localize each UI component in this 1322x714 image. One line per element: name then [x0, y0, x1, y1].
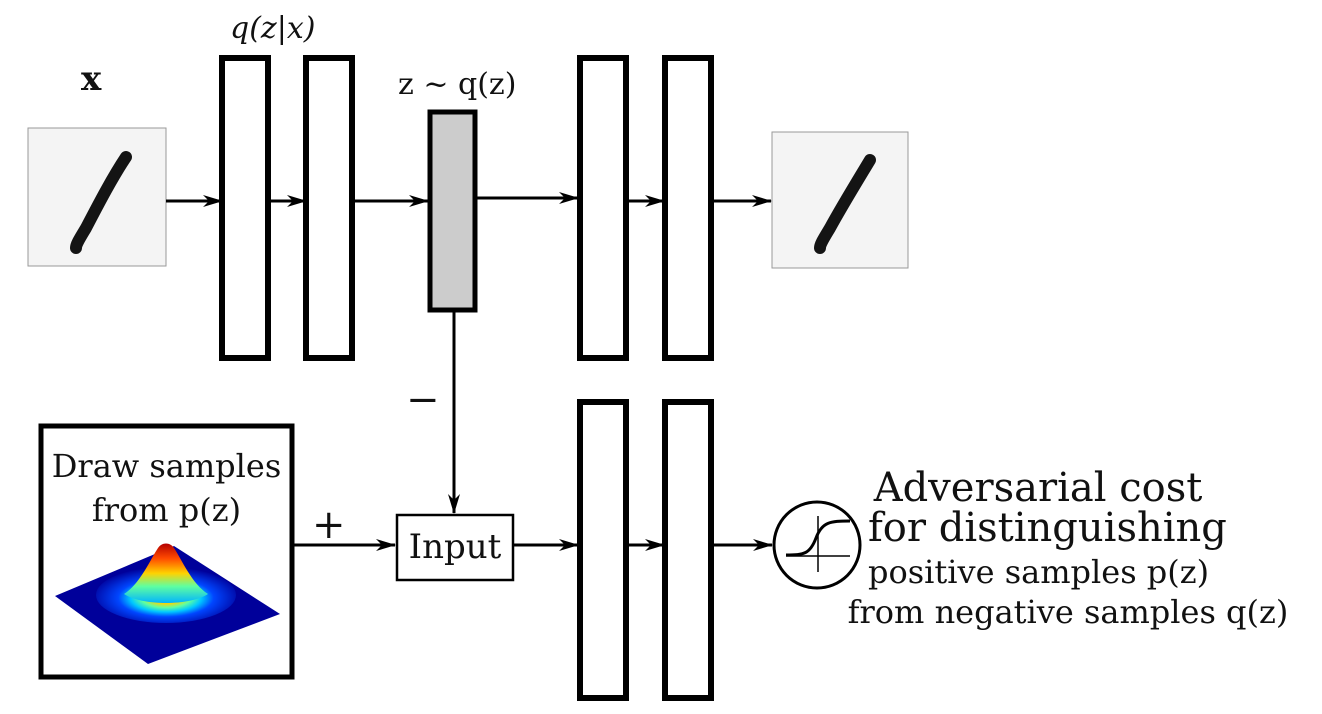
discriminator-layer-1	[577, 399, 629, 701]
decoder-layer-2	[662, 55, 714, 361]
adversarial-cost-line-4: from negative samples q(z)	[847, 593, 1289, 631]
positive-sign: +	[312, 502, 346, 548]
adversarial-cost-line-2: for distinguishing	[868, 505, 1227, 551]
sigmoid-icon	[772, 500, 862, 590]
input-box	[395, 513, 515, 582]
x-input-label: x	[81, 59, 102, 99]
gaussian-surface-icon	[55, 543, 280, 664]
adversarial-cost-line-1: Adversarial cost	[873, 465, 1203, 511]
discriminator-layer-2	[662, 399, 714, 701]
input-image	[27, 127, 167, 267]
prior-box-line-2: from p(z)	[91, 491, 242, 529]
encoder-layer-2	[303, 55, 355, 361]
negative-sign: −	[406, 377, 440, 423]
latent-z-layer	[427, 109, 478, 313]
decoder-layer-1	[577, 55, 629, 361]
prior-box-line-1: Draw samples	[51, 447, 282, 485]
sampled-z-label: z ~ q(z)	[398, 67, 517, 102]
output-image	[771, 131, 909, 269]
adversarial-cost-line-3: positive samples p(z)	[868, 553, 1210, 591]
connections	[166, 192, 773, 551]
encoder-q-label: q(z|x)	[230, 11, 316, 46]
input-box-label: Input	[408, 527, 502, 567]
encoder-layer-1	[219, 55, 271, 361]
